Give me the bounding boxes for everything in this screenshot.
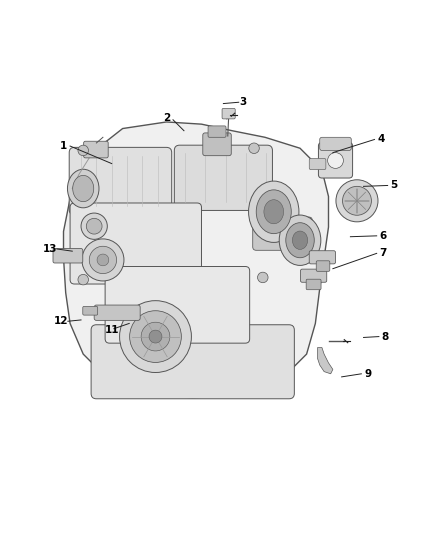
FancyBboxPatch shape bbox=[306, 279, 321, 290]
Text: 1: 1 bbox=[60, 141, 67, 151]
FancyBboxPatch shape bbox=[174, 145, 272, 211]
Circle shape bbox=[86, 219, 102, 234]
Circle shape bbox=[97, 254, 109, 266]
Ellipse shape bbox=[264, 200, 284, 224]
FancyBboxPatch shape bbox=[105, 266, 250, 343]
FancyBboxPatch shape bbox=[83, 306, 98, 315]
Text: 6: 6 bbox=[380, 231, 387, 241]
Circle shape bbox=[130, 311, 181, 362]
Circle shape bbox=[343, 187, 371, 215]
Text: 13: 13 bbox=[43, 244, 58, 254]
FancyBboxPatch shape bbox=[316, 261, 330, 271]
FancyBboxPatch shape bbox=[69, 147, 172, 215]
Text: 9: 9 bbox=[364, 369, 371, 379]
Text: 2: 2 bbox=[163, 112, 170, 123]
Ellipse shape bbox=[67, 169, 99, 208]
Text: 8: 8 bbox=[382, 332, 389, 342]
FancyBboxPatch shape bbox=[309, 251, 336, 264]
Circle shape bbox=[258, 272, 268, 282]
Text: 4: 4 bbox=[378, 134, 385, 144]
Circle shape bbox=[82, 239, 124, 281]
Polygon shape bbox=[64, 122, 328, 398]
Ellipse shape bbox=[286, 223, 314, 258]
FancyBboxPatch shape bbox=[94, 305, 140, 320]
FancyBboxPatch shape bbox=[203, 133, 231, 156]
Ellipse shape bbox=[73, 175, 94, 201]
Ellipse shape bbox=[293, 231, 308, 249]
Text: 7: 7 bbox=[380, 248, 387, 259]
Ellipse shape bbox=[256, 190, 291, 233]
Text: 3: 3 bbox=[240, 97, 247, 107]
Circle shape bbox=[81, 213, 107, 239]
Text: 12: 12 bbox=[54, 316, 69, 326]
FancyBboxPatch shape bbox=[84, 141, 108, 158]
Polygon shape bbox=[318, 348, 333, 374]
FancyBboxPatch shape bbox=[70, 203, 201, 284]
Text: 11: 11 bbox=[104, 325, 119, 335]
Ellipse shape bbox=[249, 181, 299, 243]
Circle shape bbox=[149, 330, 162, 343]
Circle shape bbox=[249, 143, 259, 154]
Circle shape bbox=[328, 152, 343, 168]
Text: 5: 5 bbox=[391, 181, 398, 190]
Circle shape bbox=[78, 145, 88, 156]
Circle shape bbox=[120, 301, 191, 373]
FancyBboxPatch shape bbox=[253, 217, 312, 251]
FancyBboxPatch shape bbox=[53, 248, 83, 263]
FancyBboxPatch shape bbox=[300, 269, 327, 282]
Circle shape bbox=[336, 180, 378, 222]
FancyBboxPatch shape bbox=[222, 108, 235, 119]
FancyBboxPatch shape bbox=[91, 325, 294, 399]
Circle shape bbox=[141, 322, 170, 351]
FancyBboxPatch shape bbox=[309, 158, 326, 169]
Ellipse shape bbox=[279, 215, 321, 265]
FancyBboxPatch shape bbox=[208, 126, 226, 138]
FancyBboxPatch shape bbox=[320, 138, 351, 150]
FancyBboxPatch shape bbox=[318, 142, 353, 178]
Circle shape bbox=[89, 246, 117, 273]
Circle shape bbox=[78, 274, 88, 285]
